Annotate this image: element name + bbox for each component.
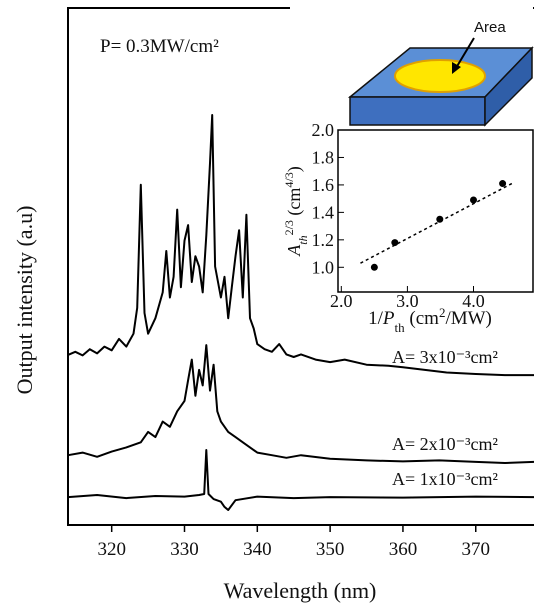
y-tick-label: 1.0 [312, 257, 335, 277]
x-tick-label: 330 [170, 539, 199, 560]
annotation: P= 0.3MW/cm² [100, 36, 219, 57]
y-tick-label: 1.4 [312, 202, 335, 222]
label-part: 2 [439, 305, 446, 320]
spectrum-line [67, 449, 534, 511]
label-part: 1/ [368, 308, 384, 329]
data-point [436, 215, 444, 223]
x-tick-label: 3.0 [396, 291, 419, 311]
spectrum-line [67, 114, 534, 377]
label-part: (cm [284, 188, 305, 220]
label-part: 2/3 [282, 220, 296, 235]
y-tick-label: 1.8 [312, 147, 335, 167]
x-tick-label: 350 [316, 539, 345, 560]
x-tick-label: 340 [243, 539, 272, 560]
area-spot [394, 59, 486, 93]
data-point [499, 180, 507, 188]
slab-front [349, 96, 486, 126]
arrow-head [452, 62, 461, 74]
x-axis-label: Wavelength (nm) [224, 578, 377, 603]
y-tick-label: 1.2 [312, 230, 335, 250]
label-part: th [296, 235, 310, 244]
label-part: ) [284, 166, 305, 172]
x-tick-label: 370 [462, 539, 491, 560]
spectrum-line [67, 344, 534, 464]
area-label: Area [474, 19, 506, 36]
inset-frame [337, 129, 534, 293]
main-plot: 320 330 340 350 360 370 A= 3x10⁻³cm² A= 2x10⁻³c… [67, 7, 534, 560]
data-point [470, 196, 478, 204]
inset-x-label: 1/Pth (cm2/MW) [368, 305, 492, 335]
series-label: A= 3x10⁻³cm² [392, 347, 498, 367]
arrow [455, 37, 475, 69]
series-label: A= 2x10⁻³cm² [392, 434, 498, 454]
y-tick-label: 2.0 [312, 120, 335, 140]
y-axis-label: Output intensity (a.u) [12, 206, 37, 395]
data-point [370, 263, 378, 271]
label-part: A [284, 244, 304, 257]
x-tick-label: 360 [389, 539, 418, 560]
label-part: th [395, 320, 406, 335]
label-part: 4/3 [282, 172, 296, 187]
x-tick-label: 2.0 [330, 291, 353, 311]
slab-side [484, 46, 533, 127]
y-tick-label: 1.6 [312, 175, 335, 195]
label-part: (cm [405, 308, 440, 329]
x-tick-label: 4.0 [462, 291, 485, 311]
data-point [391, 239, 399, 247]
fit-line [360, 181, 515, 264]
series-label: A= 1x10⁻³cm² [392, 469, 498, 489]
label-part: P [382, 308, 395, 329]
x-tick-label: 320 [97, 539, 126, 560]
label-part: /MW) [445, 308, 491, 329]
inset-y-label: Ath2/3 (cm4/3) [282, 166, 310, 257]
inset-plot: 2.0 3.0 4.0 1.0 1.2 1.4 1.6 1.8 2.0 [312, 120, 534, 311]
